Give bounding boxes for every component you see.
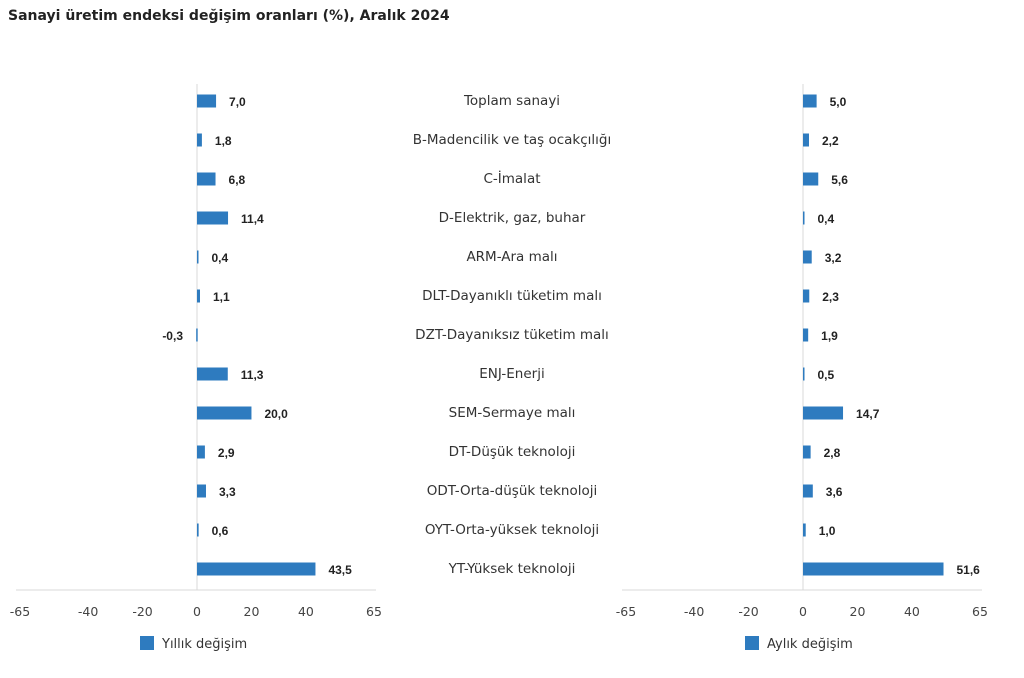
- x-tick-label: 0: [799, 604, 807, 619]
- data-label: 14,7: [856, 407, 880, 421]
- x-tick-label: -65: [10, 604, 30, 619]
- bar: [803, 445, 811, 459]
- data-label: 1,0: [819, 524, 836, 538]
- bar: [803, 133, 809, 147]
- data-label: 20,0: [264, 407, 288, 421]
- bar: [803, 94, 817, 108]
- category-label: DLT-Dayanıklı tüketim malı: [422, 288, 602, 304]
- data-label: 0,5: [818, 368, 835, 382]
- data-label: -0,3: [162, 329, 183, 343]
- bar: [197, 484, 206, 498]
- category-label: DZT-Dayanıksız tüketim malı: [415, 327, 609, 343]
- data-label: 11,3: [241, 368, 264, 382]
- data-label: 2,9: [218, 446, 235, 460]
- x-tick-label: -40: [78, 604, 98, 619]
- category-label: SEM-Sermaye malı: [449, 405, 576, 421]
- x-tick-label: 65: [366, 604, 382, 619]
- bar: [803, 406, 844, 420]
- bar: [197, 172, 216, 186]
- bar: [197, 367, 228, 381]
- bar: [197, 289, 200, 303]
- bar: [197, 445, 205, 459]
- category-label: YT-Yüksek teknoloji: [448, 561, 576, 577]
- legend-label: Yıllık değişim: [161, 637, 247, 652]
- bar: [197, 94, 217, 108]
- x-tick-label: 65: [972, 604, 988, 619]
- bar: [197, 133, 202, 147]
- category-label: ODT-Orta-düşük teknoloji: [427, 483, 597, 499]
- x-tick-label: -20: [738, 604, 758, 619]
- x-tick-label: -20: [132, 604, 152, 619]
- legend-swatch: [745, 636, 759, 650]
- data-label: 1,9: [821, 329, 838, 343]
- data-label: 3,6: [826, 485, 843, 499]
- legend-swatch: [140, 636, 154, 650]
- bar: [803, 250, 812, 264]
- x-tick-label: 40: [904, 604, 920, 619]
- data-label: 0,4: [818, 212, 835, 226]
- x-tick-label: 20: [850, 604, 866, 619]
- bar: [197, 523, 199, 537]
- category-label: B-Madencilik ve taş ocakçılığı: [413, 132, 612, 148]
- bar: [803, 367, 805, 381]
- x-tick-label: 0: [193, 604, 201, 619]
- data-label: 2,8: [824, 446, 841, 460]
- bar: [803, 172, 819, 186]
- data-label: 3,3: [219, 485, 236, 499]
- data-label: 51,6: [957, 563, 981, 577]
- x-tick-label: 40: [298, 604, 314, 619]
- data-label: 43,5: [328, 563, 352, 577]
- bar: [803, 523, 806, 537]
- category-label: DT-Düşük teknoloji: [449, 444, 576, 460]
- bar: [197, 406, 252, 420]
- data-label: 5,0: [830, 95, 847, 109]
- category-label: C-İmalat: [483, 169, 540, 187]
- data-label: 7,0: [229, 95, 246, 109]
- data-label: 5,6: [831, 173, 848, 187]
- category-label: ENJ-Enerji: [479, 366, 544, 382]
- bar: [197, 250, 199, 264]
- bar: [197, 211, 229, 225]
- data-label: 6,8: [229, 173, 246, 187]
- x-tick-label: -40: [684, 604, 704, 619]
- legend-label: Aylık değişim: [767, 637, 853, 652]
- data-label: 3,2: [825, 251, 842, 265]
- x-tick-label: 20: [244, 604, 260, 619]
- bar: [803, 211, 805, 225]
- category-label: D-Elektrik, gaz, buhar: [439, 210, 586, 226]
- bar: [197, 562, 316, 576]
- bar: [803, 289, 810, 303]
- data-label: 0,4: [212, 251, 229, 265]
- bar: [803, 328, 809, 342]
- category-label: Toplam sanayi: [463, 93, 560, 109]
- data-label: 1,1: [213, 290, 230, 304]
- category-label: OYT-Orta-yüksek teknoloji: [425, 522, 599, 538]
- bar: [196, 328, 198, 342]
- data-label: 2,3: [822, 290, 839, 304]
- chart-title: Sanayi üretim endeksi değişim oranları (…: [8, 8, 450, 24]
- data-label: 1,8: [215, 134, 232, 148]
- data-label: 0,6: [212, 524, 229, 538]
- data-label: 11,4: [241, 212, 264, 226]
- bar: [803, 562, 944, 576]
- data-label: 2,2: [822, 134, 839, 148]
- x-tick-label: -65: [616, 604, 636, 619]
- bar: [803, 484, 813, 498]
- category-label: ARM-Ara malı: [466, 249, 557, 265]
